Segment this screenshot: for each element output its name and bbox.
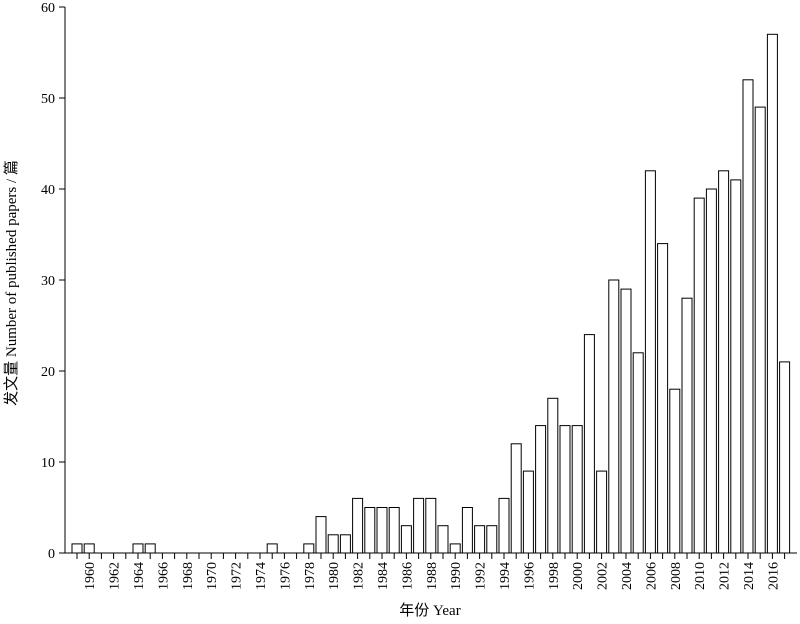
x-tick-label-1974: 1974 [254,562,269,590]
bar-2015 [754,106,766,554]
bar-2014 [742,79,754,554]
bar-1984 [376,507,388,554]
x-tick-label-1988: 1988 [425,562,440,590]
bar-1965 [144,543,156,554]
x-tick-label-1960: 1960 [83,562,98,590]
bar-2017 [779,361,791,554]
bar-1978 [303,543,315,554]
x-tick-label-2004: 2004 [620,562,635,590]
bar-1986 [400,525,412,554]
x-tick-label-2016: 2016 [766,562,781,590]
bar-1982 [352,497,364,554]
bar-1989 [437,525,449,554]
bar-1999 [559,425,571,554]
x-tick-label-1994: 1994 [498,562,513,590]
bar-1975 [266,543,278,554]
bar-1985 [388,507,400,554]
y-tick-label-40: 40 [41,183,55,198]
x-tick-label-1976: 1976 [278,562,293,590]
x-tick-label-1966: 1966 [156,562,171,590]
bar-1996 [522,470,534,554]
x-tick-label-1990: 1990 [449,562,464,590]
bar-2007 [657,243,669,554]
y-tick-label-60: 60 [41,1,55,16]
bar-2005 [632,352,644,554]
y-tick-label-50: 50 [41,92,55,107]
bar-1980 [327,534,339,554]
bar-2002 [596,470,608,554]
x-axis-title: 年份 Year [399,602,460,619]
bar-1990 [449,543,461,554]
bar-1998 [547,397,559,554]
x-tick-label-1986: 1986 [400,562,415,590]
x-tick-label-1970: 1970 [205,562,220,590]
bar-2016 [766,33,778,554]
bar-1981 [339,534,351,554]
x-tick-label-1972: 1972 [230,562,245,590]
bar-1995 [510,443,522,554]
bar-1983 [364,507,376,554]
bar-1991 [461,507,473,554]
bar-1979 [315,516,327,554]
x-tick-label-2006: 2006 [644,562,659,590]
x-tick-label-1964: 1964 [132,562,147,590]
x-tick-label-2012: 2012 [718,562,733,590]
x-tick-label-2000: 2000 [571,562,586,590]
bar-1960 [83,543,95,554]
bar-1992 [474,525,486,554]
bar-1987 [413,497,425,554]
x-tick-label-1980: 1980 [327,562,342,590]
bar-2000 [571,425,583,554]
bar-2012 [718,170,730,554]
bar-2010 [693,197,705,554]
bar-1964 [132,543,144,554]
y-tick-label-20: 20 [41,365,55,380]
bar-2008 [669,388,681,554]
bar-2013 [730,179,742,554]
bar-1997 [535,425,547,554]
bar-1959 [71,543,83,554]
x-tick-label-2008: 2008 [669,562,684,590]
y-axis-title: 发文量 Number of published papers / 篇 [2,160,20,406]
bar-1993 [486,525,498,554]
x-tick-label-1968: 1968 [181,562,196,590]
x-tick-label-1996: 1996 [522,562,537,590]
bar-2011 [705,188,717,554]
bar-2001 [583,334,595,554]
bars-layer [71,33,791,554]
bar-2006 [644,170,656,554]
x-tick-label-1982: 1982 [352,562,367,590]
bar-2003 [608,279,620,554]
x-tick-label-1998: 1998 [547,562,562,590]
x-tick-label-2010: 2010 [693,562,708,590]
axes-layer: 0 10 20 30 40 50 60 1960 1962 1964 1966 1968 1970 197… [41,1,797,590]
y-tick-label-0: 0 [48,547,55,562]
bar-2009 [681,297,693,554]
x-tick-label-2002: 2002 [596,562,611,590]
bar-1988 [425,497,437,554]
x-tick-label-1992: 1992 [474,562,489,590]
x-tick-label-1978: 1978 [303,562,318,590]
x-tick-label-1962: 1962 [108,562,123,590]
bar-2004 [620,288,632,554]
x-tick-label-2014: 2014 [742,562,757,590]
y-tick-label-30: 30 [41,274,55,289]
x-tick-label-1984: 1984 [376,562,391,590]
bar-1994 [498,497,510,554]
y-tick-label-10: 10 [41,456,55,471]
